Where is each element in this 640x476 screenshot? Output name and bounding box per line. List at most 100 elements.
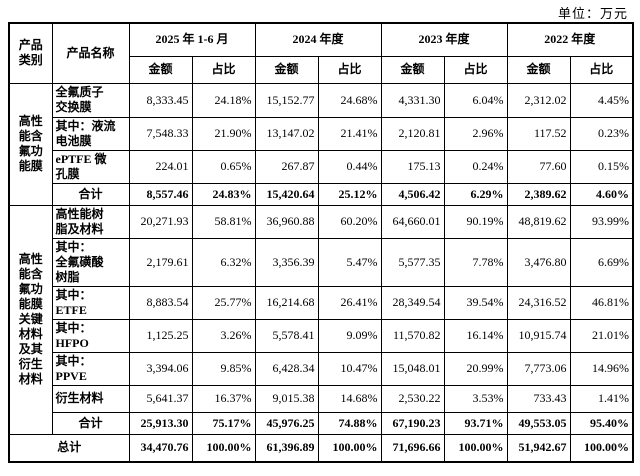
header-ratio: 占比 <box>317 55 382 84</box>
amount-cell: 267.87 <box>254 149 319 184</box>
amount-cell: 6,428.34 <box>254 351 319 386</box>
ratio-cell: 14.68% <box>317 384 382 413</box>
ratio-cell: 21.90% <box>191 116 256 151</box>
amount-cell: 2,179.61 <box>128 237 193 287</box>
ratio-cell: 100.00% <box>443 433 508 463</box>
ratio-cell: 0.65% <box>191 149 256 184</box>
amount-cell: 4,331.30 <box>380 82 445 118</box>
table-row: 其中： HFPO 1,125.25 3.26% 5,578.41 9.09% 1… <box>9 318 634 353</box>
amount-cell: 15,152.77 <box>254 82 319 118</box>
amount-cell: 11,570.82 <box>380 318 445 353</box>
ratio-cell: 5.47% <box>317 237 382 287</box>
table-row: 其中： PPVE 3,394.06 9.85% 6,428.34 10.47% … <box>9 351 634 386</box>
ratio-cell: 58.81% <box>191 204 256 239</box>
header-amount: 金额 <box>254 55 319 84</box>
subtotal-label: 合计 <box>51 182 130 206</box>
amount-cell: 1,125.25 <box>128 318 193 353</box>
product-name-cell: 衍生材料 <box>51 384 130 413</box>
header-ratio: 占比 <box>191 55 256 84</box>
ratio-cell: 93.71% <box>443 411 508 435</box>
unit-label: 单位：万元 <box>557 6 628 21</box>
header-period-2023: 2023 年度 <box>380 22 508 57</box>
product-name-cell: 其中： 全氟磺酸 树脂 <box>51 237 130 287</box>
ratio-cell: 24.83% <box>191 182 256 206</box>
amount-cell: 2,389.62 <box>506 182 571 206</box>
amount-cell: 5,641.37 <box>128 384 193 413</box>
ratio-cell: 4.45% <box>569 82 634 118</box>
subtotal-label: 合计 <box>51 411 130 435</box>
header-amount: 金额 <box>380 55 445 84</box>
ratio-cell: 93.99% <box>569 204 634 239</box>
amount-cell: 733.43 <box>506 384 571 413</box>
header-row-metrics: 金额 占比 金额 占比 金额 占比 金额 占比 <box>9 55 634 84</box>
ratio-cell: 6.69% <box>569 237 634 287</box>
amount-cell: 67,190.23 <box>380 411 445 435</box>
amount-cell: 25,913.30 <box>128 411 193 435</box>
amount-cell: 117.52 <box>506 116 571 151</box>
amount-cell: 8,333.45 <box>128 82 193 118</box>
ratio-cell: 3.53% <box>443 384 508 413</box>
amount-cell: 71,696.66 <box>380 433 445 463</box>
table-row: 高性 能含 氟功 能膜 全氟质子 交换膜 8,333.45 24.18% 15,… <box>8 82 634 206</box>
ratio-cell: 9.09% <box>317 318 382 353</box>
table-row: 衍生材料 5,641.37 16.37% 9,015.38 14.68% 2,5… <box>9 384 634 413</box>
header-amount: 金额 <box>506 55 571 84</box>
amount-cell: 64,660.01 <box>380 204 445 239</box>
ratio-cell: 9.85% <box>191 351 256 386</box>
product-name-cell: 全氟质子 交换膜 <box>51 82 130 118</box>
amount-cell: 28,349.54 <box>380 285 445 320</box>
amount-cell: 24,316.52 <box>506 285 571 320</box>
amount-cell: 20,271.93 <box>128 204 193 239</box>
subtotal-row: 合计 8,557.46 24.83% 15,420.64 25.12% 4,50… <box>9 182 634 206</box>
ratio-cell: 1.41% <box>569 384 634 413</box>
ratio-cell: 6.29% <box>443 182 508 206</box>
product-name-cell: 其中：液流 电池膜 <box>51 116 130 151</box>
amount-cell: 36,960.88 <box>254 204 319 239</box>
amount-cell: 8,557.46 <box>128 182 193 206</box>
ratio-cell: 90.19% <box>443 204 508 239</box>
ratio-cell: 60.20% <box>317 204 382 239</box>
amount-cell: 4,506.42 <box>380 182 445 206</box>
ratio-cell: 7.78% <box>443 237 508 287</box>
amount-cell: 10,915.74 <box>506 318 571 353</box>
ratio-cell: 95.40% <box>569 411 634 435</box>
amount-cell: 2,312.02 <box>506 82 571 118</box>
ratio-cell: 24.18% <box>191 82 256 118</box>
product-name-cell: 高性能树 脂及材料 <box>51 204 130 239</box>
ratio-cell: 26.41% <box>317 285 382 320</box>
amount-cell: 5,577.35 <box>380 237 445 287</box>
ratio-cell: 0.44% <box>317 149 382 184</box>
total-label: 总计 <box>8 433 130 463</box>
header-row-periods: 产品 类别 产品名称 2025 年 1-6 月 2024 年度 2023 年度 … <box>8 22 634 84</box>
header-period-2024: 2024 年度 <box>254 22 382 57</box>
ratio-cell: 100.00% <box>191 433 256 463</box>
amount-cell: 49,553.05 <box>506 411 571 435</box>
ratio-cell: 4.60% <box>569 182 634 206</box>
amount-cell: 48,819.62 <box>506 204 571 239</box>
header-ratio: 占比 <box>443 55 508 84</box>
table-row: 其中： ETFE 8,883.54 25.77% 16,214.68 26.41… <box>9 285 634 320</box>
ratio-cell: 75.17% <box>191 411 256 435</box>
amount-cell: 45,976.25 <box>254 411 319 435</box>
header-product-category: 产品 类别 <box>8 22 53 84</box>
amount-cell: 13,147.02 <box>254 116 319 151</box>
amount-cell: 9,015.38 <box>254 384 319 413</box>
ratio-cell: 6.04% <box>443 82 508 118</box>
ratio-cell: 3.26% <box>191 318 256 353</box>
header-product-name: 产品名称 <box>51 22 130 84</box>
amount-cell: 2,120.81 <box>380 116 445 151</box>
amount-cell: 5,578.41 <box>254 318 319 353</box>
category-cell: 高性 能含 氟功 能膜 <box>8 82 53 206</box>
ratio-cell: 0.15% <box>569 149 634 184</box>
table-row: 高性 能含 氟功 能膜 关键 材料 及其 衍生 材料 高性能树 脂及材料 20,… <box>8 204 634 435</box>
amount-cell: 8,883.54 <box>128 285 193 320</box>
product-name-cell: 其中： HFPO <box>51 318 130 353</box>
table-row: 其中： 全氟磺酸 树脂 2,179.61 6.32% 3,356.39 5.47… <box>9 237 634 287</box>
amount-cell: 77.60 <box>506 149 571 184</box>
table-row: 其中：液流 电池膜 7,548.33 21.90% 13,147.02 21.4… <box>9 116 634 151</box>
amount-cell: 15,420.64 <box>254 182 319 206</box>
amount-cell: 3,394.06 <box>128 351 193 386</box>
amount-cell: 15,048.01 <box>380 351 445 386</box>
table-row: ePTFE 微 孔膜 224.01 0.65% 267.87 0.44% 175… <box>9 149 634 184</box>
